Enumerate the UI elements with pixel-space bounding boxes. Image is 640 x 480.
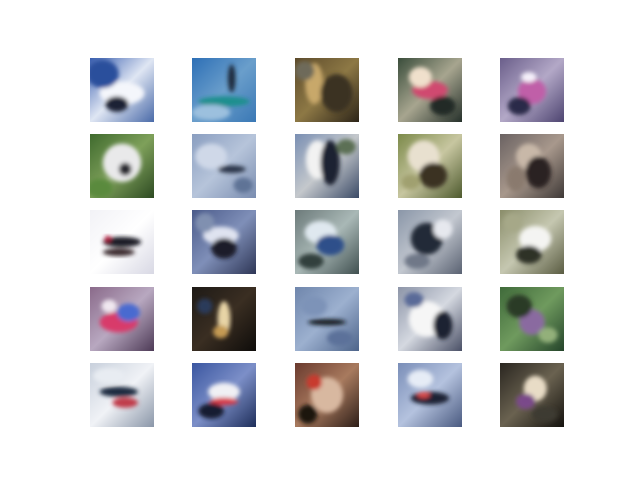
image-blob: [433, 220, 452, 239]
generated-image-r4-c3: [295, 287, 359, 351]
image-blob: [234, 178, 253, 193]
image-blob: [433, 311, 452, 339]
image-blob: [508, 97, 531, 115]
generated-image-r5-c4: [398, 363, 462, 427]
generated-image-r1-c4: [398, 58, 462, 122]
generated-image-r2-c5: [500, 134, 564, 198]
image-blob: [301, 297, 327, 316]
generated-image-r4-c2: [192, 287, 256, 351]
image-blob: [532, 407, 558, 422]
image-blob: [105, 96, 128, 111]
image-blob: [430, 96, 456, 115]
image-blob: [409, 67, 432, 87]
generated-image-r3-c4: [398, 210, 462, 274]
image-blob: [538, 327, 557, 342]
image-blob: [103, 144, 141, 182]
generated-image-r1-c3: [295, 58, 359, 122]
generated-image-r5-c1: [90, 363, 154, 427]
image-blob: [103, 248, 135, 256]
generated-image-r3-c5: [500, 210, 564, 274]
image-blob: [408, 370, 434, 388]
image-blob: [218, 165, 246, 173]
generated-image-r3-c3: [295, 210, 359, 274]
generated-image-r1-c2: [192, 58, 256, 122]
generated-image-r5-c5: [500, 363, 564, 427]
image-blob: [521, 72, 536, 82]
generated-image-r5-c2: [192, 363, 256, 427]
generated-image-r4-c4: [398, 287, 462, 351]
generated-image-r1-c1: [90, 58, 154, 122]
image-blob: [516, 246, 542, 264]
image-blob: [197, 299, 212, 314]
image-blob: [195, 213, 214, 232]
generated-image-r2-c3: [295, 134, 359, 198]
image-blob: [327, 331, 353, 346]
generated-image-r2-c1: [90, 134, 154, 198]
image-blob: [404, 254, 430, 269]
generated-image-r1-c5: [500, 58, 564, 122]
generated-image-r5-c3: [295, 363, 359, 427]
image-blob: [503, 213, 522, 232]
image-blob: [411, 392, 449, 405]
image-blob: [404, 292, 423, 307]
image-blob: [102, 300, 117, 313]
image-blob: [119, 163, 132, 176]
generated-image-r3-c2: [192, 210, 256, 274]
image-blob: [516, 394, 535, 409]
image-blob: [211, 238, 237, 258]
image-blob: [228, 64, 236, 92]
generated-image-r4-c5: [500, 287, 564, 351]
generated-image-r2-c2: [192, 134, 256, 198]
image-blob: [419, 163, 447, 189]
image-blob: [308, 319, 346, 325]
image-blob: [105, 236, 111, 242]
image-blob: [316, 235, 344, 255]
image-blob: [195, 144, 227, 170]
image-blob: [307, 375, 322, 390]
image-blob: [401, 174, 420, 189]
image-blob: [506, 295, 532, 318]
image-blob: [93, 368, 125, 383]
generated-image-r2-c4: [398, 134, 462, 198]
image-blob: [112, 398, 138, 408]
image-blob: [337, 139, 356, 154]
image-blob: [192, 105, 230, 120]
image-blob: [100, 387, 138, 397]
image-blob: [295, 61, 314, 80]
generated-image-r3-c1: [90, 210, 154, 274]
image-blob: [117, 304, 140, 322]
image-blob: [298, 405, 317, 424]
generated-image-r4-c1: [90, 287, 154, 351]
image-blob: [321, 74, 353, 112]
image-blob: [506, 166, 525, 192]
image-blob: [417, 392, 430, 398]
image-blob: [198, 403, 224, 418]
image-blob: [526, 156, 552, 188]
image-blob: [298, 254, 324, 269]
image-blob: [213, 325, 228, 338]
